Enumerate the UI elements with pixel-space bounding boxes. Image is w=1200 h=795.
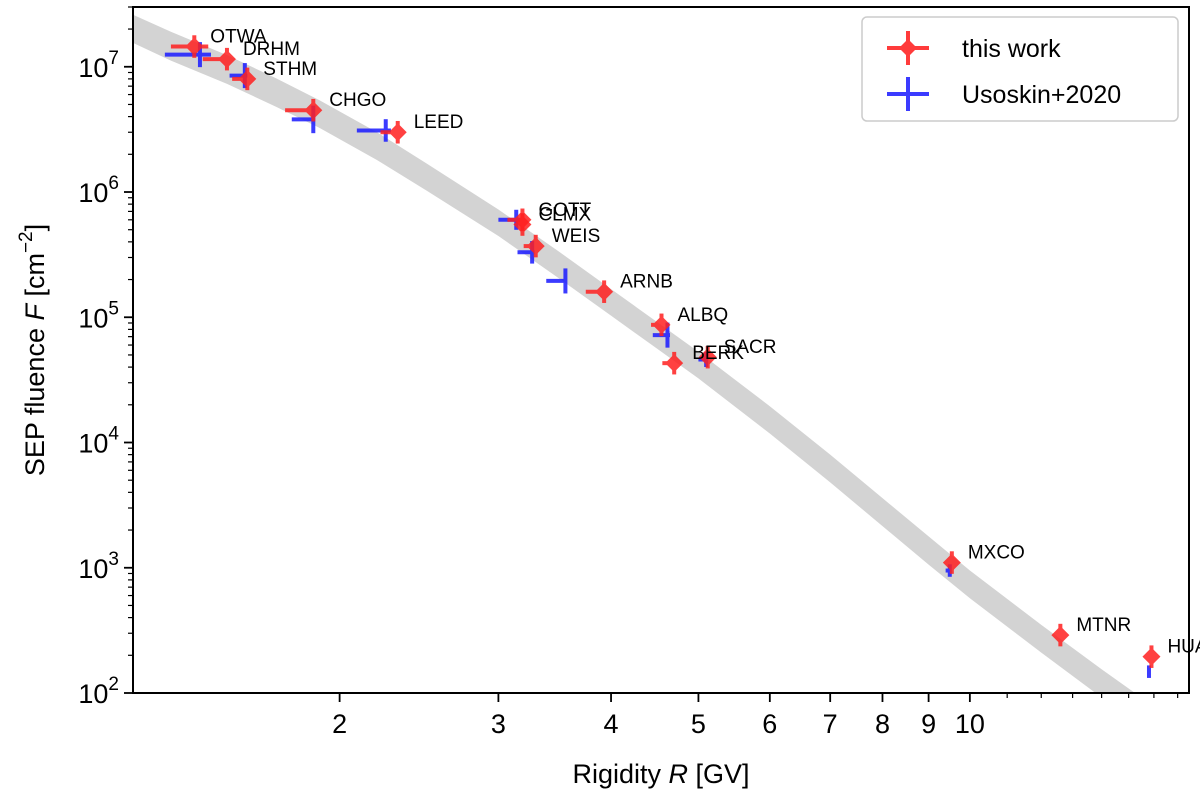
point-berk xyxy=(662,351,684,375)
label-chgo: CHGO xyxy=(329,90,386,111)
series-usoskin-2020 xyxy=(164,42,1151,678)
x-tick-label-2: 2 xyxy=(332,709,347,739)
axes-frame xyxy=(132,6,1190,694)
plot-area xyxy=(133,14,1161,693)
label-drhm: DRHM xyxy=(243,39,300,60)
y-tick-exponent: 5 xyxy=(108,298,119,319)
label-mtnr: MTNR xyxy=(1076,615,1131,636)
y-tick-base: 10 xyxy=(78,178,108,208)
y-tick-exponent: 3 xyxy=(108,549,119,570)
label-arnb: ARNB xyxy=(620,272,673,293)
point-sacr xyxy=(698,345,717,369)
legend-label-2: Usoskin+2020 xyxy=(962,81,1121,109)
model-band xyxy=(133,14,1135,693)
x-tick-label-7: 7 xyxy=(823,709,838,739)
point-sthm-marker xyxy=(238,69,257,88)
label-leed: LEED xyxy=(414,112,464,133)
x-tick-label-5: 5 xyxy=(691,709,706,739)
label-albq: ALBQ xyxy=(677,305,728,326)
label-clmx: CLMX xyxy=(538,205,591,226)
label-sacr: SACR xyxy=(724,337,777,358)
legend-marker-diamond xyxy=(899,39,917,57)
y-tick-label-5: 105 xyxy=(78,298,119,333)
y-axis-title-exponent: −2 xyxy=(16,231,37,253)
label-sthm: STHM xyxy=(263,59,317,80)
legend-label-1: this work xyxy=(962,35,1061,63)
usoskin-point-7 xyxy=(546,268,568,294)
point-albq-marker xyxy=(652,315,671,334)
label-weis: WEIS xyxy=(552,226,601,247)
y-axis-title-prefix: SEP fluence xyxy=(20,321,50,477)
x-axis-title-var: R xyxy=(669,759,689,789)
x-tick-label-10: 10 xyxy=(955,709,985,739)
point-weis xyxy=(523,234,545,258)
point-drhm-marker xyxy=(217,50,236,69)
point-albq xyxy=(651,313,671,337)
label-berk: BERK xyxy=(692,343,744,364)
y-axis-title-var: F xyxy=(20,303,50,321)
x-tick-label-9: 9 xyxy=(921,709,936,739)
x-tick-label-3: 3 xyxy=(491,709,506,739)
point-clmx xyxy=(513,213,532,236)
point-huan-marker xyxy=(1142,647,1161,666)
legend-entry-2 xyxy=(887,77,929,111)
point-drhm xyxy=(202,47,236,71)
point-leed-marker xyxy=(388,123,407,142)
point-otwa xyxy=(170,35,209,58)
point-mtnr-marker xyxy=(1051,626,1070,645)
x-tick-label-8: 8 xyxy=(875,709,890,739)
label-huan: HUAN xyxy=(1167,637,1200,658)
y-tick-exponent: 7 xyxy=(108,48,119,69)
y-tick-exponent: 6 xyxy=(108,173,119,194)
y-tick-base: 10 xyxy=(78,679,108,709)
legend: this work Usoskin+2020 xyxy=(861,16,1179,122)
point-mtnr xyxy=(1051,623,1070,647)
y-tick-base: 10 xyxy=(78,429,108,459)
point-sacr-marker xyxy=(698,348,717,367)
point-mxco xyxy=(942,551,961,574)
usoskin-point-11 xyxy=(1146,665,1151,678)
y-axis-title-close: ] xyxy=(20,224,50,232)
y-tick-base: 10 xyxy=(78,53,108,83)
legend-box xyxy=(861,16,1179,122)
point-otwa-marker xyxy=(185,37,204,56)
y-tick-label-2: 102 xyxy=(78,674,119,709)
point-clmx-marker xyxy=(513,215,532,234)
y-tick-label-4: 104 xyxy=(78,424,119,459)
point-sthm xyxy=(232,67,257,91)
x-tick-label-6: 6 xyxy=(762,709,777,739)
point-leed xyxy=(380,120,407,144)
y-tick-base: 10 xyxy=(78,554,108,584)
x-axis-title: Rigidity R [GV] xyxy=(572,759,749,789)
x-tick-label-4: 4 xyxy=(604,709,619,739)
y-tick-label-6: 106 xyxy=(78,173,119,208)
label-mxco: MXCO xyxy=(968,543,1025,564)
x-axis-title-unit: [GV] xyxy=(688,759,750,789)
y-tick-base: 10 xyxy=(78,303,108,333)
y-tick-label-3: 103 xyxy=(78,549,119,584)
series-this-work xyxy=(170,35,1161,668)
y-axis-title-unit: [cm xyxy=(20,253,50,304)
y-tick-label-7: 107 xyxy=(78,48,119,83)
point-chgo xyxy=(285,98,323,122)
label-gott: GOTT xyxy=(538,200,591,221)
y-axis-title: SEP fluence F [cm−2] xyxy=(16,224,50,476)
point-mxco-marker xyxy=(942,553,961,572)
y-tick-exponent: 4 xyxy=(108,424,119,445)
legend-entry-1 xyxy=(887,31,929,65)
point-huan xyxy=(1142,645,1161,668)
point-arnb-marker xyxy=(595,282,614,301)
point-berk-marker xyxy=(665,354,684,373)
point-weis-marker xyxy=(526,237,545,256)
x-axis-title-prefix: Rigidity xyxy=(572,759,668,789)
point-arnb xyxy=(585,280,614,303)
label-otwa: OTWA xyxy=(210,27,267,48)
y-tick-exponent: 2 xyxy=(108,674,119,695)
point-chgo-marker xyxy=(304,101,323,120)
